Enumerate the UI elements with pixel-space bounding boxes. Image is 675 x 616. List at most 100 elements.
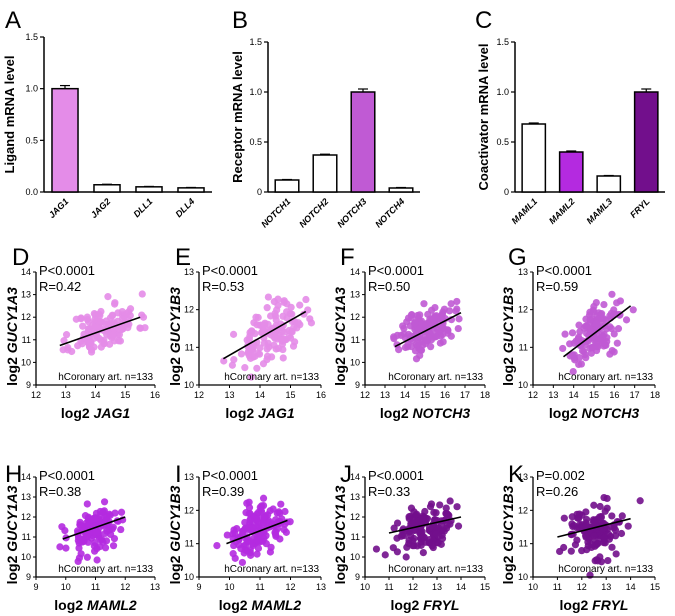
- x-tick-label: 15: [589, 390, 599, 400]
- scatter-points: [220, 293, 316, 381]
- data-point: [76, 518, 84, 526]
- sample-note: hCoronary art. n=133: [388, 372, 483, 383]
- sample-note: hCoronary art. n=133: [388, 564, 483, 575]
- panel-letter: C: [475, 7, 492, 34]
- x-tick-label: 14: [90, 390, 100, 400]
- data-point: [92, 528, 100, 536]
- data-point: [417, 346, 426, 354]
- x-tick-label: 13: [316, 582, 326, 592]
- category-label: MAML2: [547, 196, 577, 226]
- r-value: R=0.39: [202, 484, 244, 499]
- data-point: [600, 300, 608, 309]
- y-axis-label: log2 GUCY1B3: [500, 485, 516, 584]
- x-tick-label: 14: [569, 390, 579, 400]
- x-axis-label-gene: JAG1: [258, 405, 295, 421]
- data-point: [608, 543, 616, 551]
- data-point: [220, 357, 228, 365]
- y-axis-label-gene: GUCY1A3: [4, 287, 20, 353]
- p-value: P<0.0001: [39, 263, 95, 278]
- data-point: [426, 331, 434, 339]
- data-point: [61, 526, 69, 535]
- data-point: [618, 512, 626, 520]
- y-tick-label: 0.5: [496, 137, 509, 147]
- x-axis-label-prefix: log2: [391, 597, 424, 613]
- y-tick-label: 9: [26, 380, 31, 390]
- data-point: [287, 303, 295, 311]
- y-tick-label: 11: [22, 335, 31, 345]
- x-axis-label: log2 MAML2: [219, 597, 302, 613]
- x-tick-label: 11: [255, 582, 264, 592]
- data-point: [568, 351, 577, 359]
- data-point: [100, 498, 109, 506]
- x-tick-label: 12: [120, 582, 130, 592]
- data-point: [109, 542, 118, 550]
- data-point: [274, 335, 282, 343]
- data-point: [576, 342, 584, 350]
- x-tick-label: 9: [196, 582, 201, 592]
- y-axis-label: Coactivator mRNA level: [476, 44, 491, 191]
- y-axis-label-gene: GUCY1A3: [332, 287, 348, 353]
- data-point: [607, 324, 616, 333]
- data-point: [446, 497, 454, 505]
- y-axis-label-gene: GUCY1B3: [500, 287, 516, 353]
- y-axis-label-gene: GUCY1B3: [167, 287, 183, 353]
- r-value: R=0.26: [536, 484, 578, 499]
- y-axis-label-prefix: log2: [500, 353, 516, 386]
- y-tick-label: 10: [21, 357, 31, 367]
- data-point: [272, 528, 280, 536]
- y-tick-label: 14: [21, 472, 31, 482]
- x-tick-label: 18: [480, 390, 490, 400]
- category-label: DLL1: [131, 196, 154, 219]
- data-point: [228, 361, 236, 369]
- data-point: [254, 544, 263, 552]
- y-tick-label: 10: [350, 357, 360, 367]
- data-point: [419, 514, 427, 522]
- x-axis-label-prefix: log2: [560, 597, 593, 613]
- data-point: [248, 345, 256, 353]
- panel-c: C 0 0.5 1.0 1.5 Coactivator mRNA level MAML1 MA…: [475, 7, 665, 226]
- data-point: [600, 493, 608, 502]
- x-tick-label: 11: [91, 582, 100, 592]
- data-point: [282, 528, 290, 536]
- data-point: [412, 510, 421, 518]
- x-axis-label-gene: NOTCH3: [413, 405, 471, 421]
- data-point: [606, 350, 614, 358]
- data-point: [260, 321, 268, 329]
- data-point: [629, 306, 637, 314]
- x-tick-label: 14: [626, 582, 636, 592]
- data-point: [259, 494, 268, 502]
- data-point: [611, 532, 620, 540]
- data-point: [412, 355, 421, 363]
- data-point: [102, 537, 111, 545]
- y-tick-label: 12: [518, 505, 528, 515]
- data-point: [229, 530, 237, 538]
- data-point: [74, 342, 82, 350]
- data-point: [589, 518, 598, 526]
- data-point: [568, 513, 576, 521]
- data-point: [400, 324, 408, 333]
- data-point: [443, 521, 451, 529]
- x-tick-label: 9: [33, 582, 38, 592]
- p-value: P<0.0001: [202, 468, 258, 483]
- data-point: [253, 550, 261, 558]
- y-tick-label: 11: [519, 539, 528, 549]
- data-point: [81, 512, 90, 520]
- data-point: [256, 344, 264, 352]
- x-tick-label: 10: [224, 582, 234, 592]
- data-point: [570, 521, 578, 530]
- data-point: [566, 340, 574, 348]
- data-point: [582, 508, 590, 516]
- r-value: R=0.42: [39, 279, 81, 294]
- data-point: [117, 525, 125, 534]
- data-point: [104, 293, 112, 301]
- data-point: [97, 337, 105, 345]
- x-axis-label-prefix: log2: [225, 405, 258, 421]
- x-tick-label: 10: [360, 582, 370, 592]
- regression-line: [223, 310, 307, 360]
- y-tick-label: 10: [184, 572, 194, 582]
- data-point: [587, 349, 595, 357]
- data-point: [560, 514, 568, 522]
- y-tick-label: 12: [184, 305, 194, 315]
- x-tick-label: 16: [150, 390, 160, 400]
- data-point: [237, 350, 246, 358]
